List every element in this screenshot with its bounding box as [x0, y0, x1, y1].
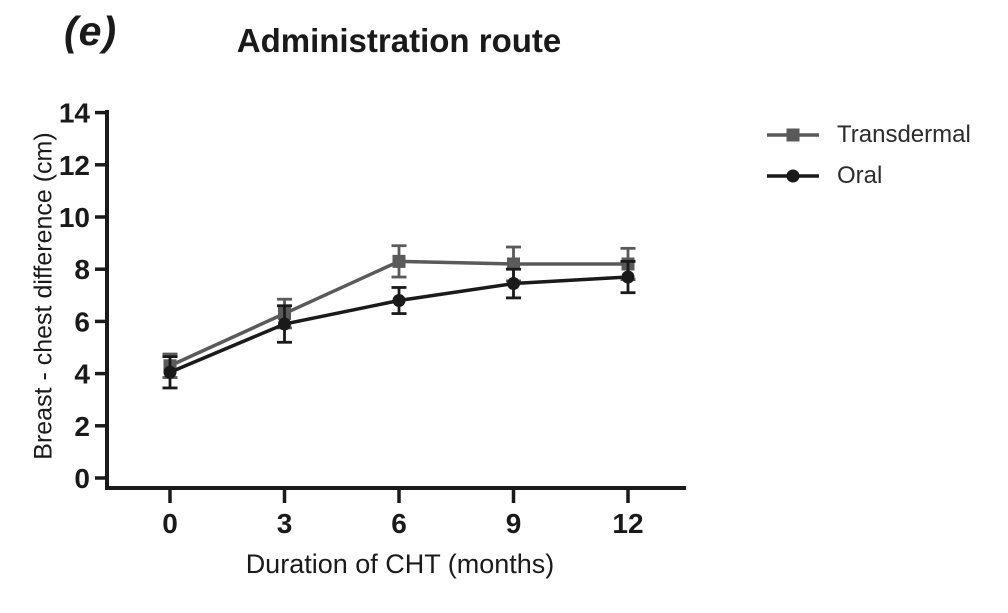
x-axis-label: Duration of CHT (months) [245, 549, 555, 579]
square-marker-icon [767, 128, 819, 141]
legend: Transdermal Oral [766, 114, 971, 196]
x-tick-label: 12 [612, 508, 643, 539]
data-point-oral-0 [163, 365, 177, 379]
y-tick-label: 0 [74, 463, 90, 494]
x-tick-label: 9 [506, 508, 522, 539]
x-tick-label: 3 [277, 508, 293, 539]
data-point-transdermal-6 [392, 254, 406, 268]
y-tick-label: 2 [74, 411, 90, 442]
x-tick-label: 0 [162, 508, 178, 539]
legend-item-transdermal: Transdermal [766, 114, 971, 155]
legend-item-oral: Oral [766, 155, 971, 196]
y-tick-label: 10 [59, 202, 90, 233]
y-axis-label: Breast - chest difference (cm) [29, 132, 58, 460]
data-point-oral-9 [507, 277, 520, 291]
data-point-transdermal-9 [507, 257, 520, 271]
y-tick-label: 12 [59, 150, 90, 181]
legend-label-oral: Oral [837, 161, 883, 189]
data-point-oral-6 [392, 294, 406, 308]
circle-marker-icon [767, 169, 819, 182]
panel-label: (e) [64, 8, 118, 54]
y-tick-label: 8 [74, 254, 90, 285]
x-tick-label: 6 [391, 508, 407, 539]
legend-label-transdermal: Transdermal [837, 120, 971, 148]
data-point-oral-3 [278, 317, 291, 331]
chart-title: Administration route [236, 22, 562, 59]
y-tick-label: 14 [59, 98, 91, 129]
y-tick-label: 4 [74, 359, 90, 390]
y-tick-label: 6 [74, 306, 90, 337]
data-point-oral-12 [621, 270, 635, 284]
